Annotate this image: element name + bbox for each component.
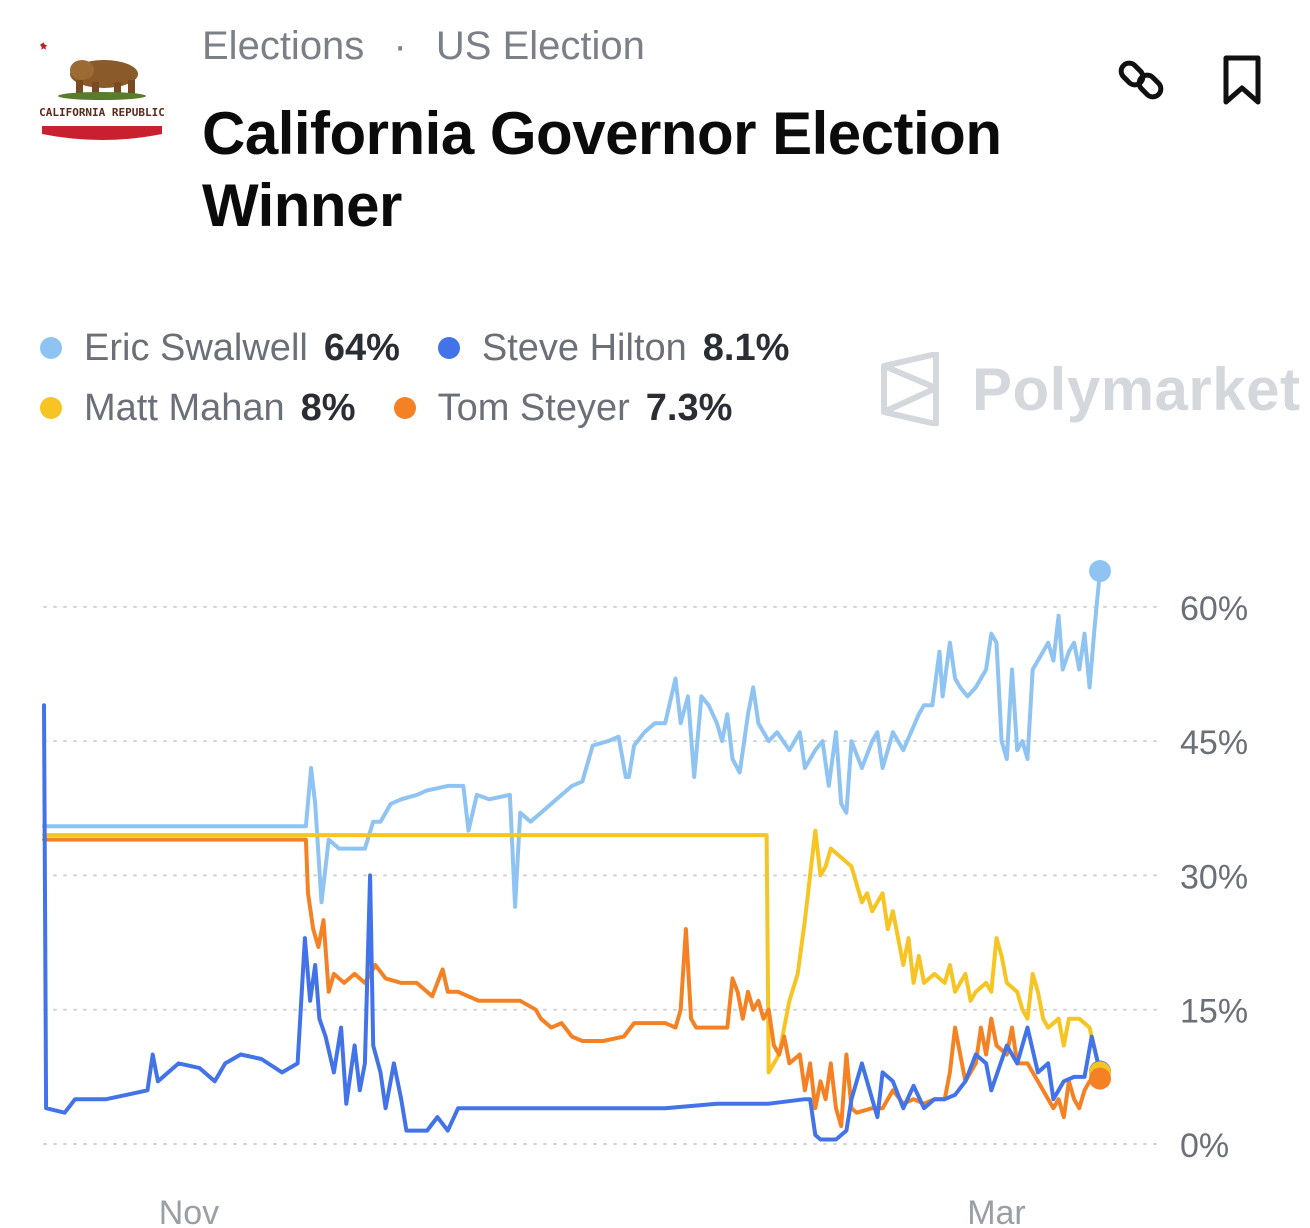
breadcrumb: Elections · US Election [202, 24, 645, 69]
series-line-eric-swalwell [42, 569, 1102, 909]
legend-name: Eric Swalwell [84, 326, 308, 369]
legend-dot [40, 337, 62, 359]
flag-text: CALIFORNIA REPUBLIC [40, 106, 164, 119]
y-tick-label: 30% [1180, 858, 1248, 896]
polymarket-logo-icon [881, 352, 939, 426]
chart-legend: Eric Swalwell 64% Steve Hilton 8.1% Matt… [40, 318, 827, 438]
breadcrumb-separator: · [393, 24, 407, 68]
price-history-chart: 0% 15% 30% 45% 60% Nov Mar [42, 560, 1248, 1228]
legend-name: Steve Hilton [481, 326, 687, 369]
breadcrumb-us-election[interactable]: US Election [435, 24, 645, 68]
legend-item-tom-steyer[interactable]: Tom Steyer 7.3% [393, 386, 733, 430]
bookmark-icon[interactable] [1214, 52, 1270, 108]
series-line-steve-hilton [42, 703, 1102, 1142]
y-tick-label: 60% [1180, 590, 1248, 628]
legend-value: 64% [323, 326, 400, 369]
polymarket-brand: Polymarket [880, 352, 1301, 426]
endpoint-marker-tom-steyer [1089, 1067, 1111, 1090]
endpoint-marker-eric-swalwell [1089, 560, 1111, 583]
legend-name: Matt Mahan [84, 386, 285, 429]
legend-value: 8.1% [702, 326, 790, 369]
legend-dot [40, 397, 62, 419]
legend-value: 8% [300, 386, 356, 429]
california-flag-icon: CALIFORNIA REPUBLIC [40, 42, 164, 140]
y-tick-label: 0% [1180, 1127, 1229, 1165]
legend-value: 7.3% [645, 386, 733, 429]
x-tick-label: Nov [159, 1194, 219, 1228]
y-tick-label: 45% [1180, 724, 1248, 762]
legend-dot [393, 397, 416, 419]
legend-dot [437, 337, 460, 359]
y-tick-label: 15% [1180, 993, 1248, 1031]
brand-name: Polymarket [972, 355, 1301, 423]
legend-item-eric-swalwell[interactable]: Eric Swalwell 64% [40, 327, 400, 370]
series-line-tom-steyer [42, 837, 1102, 1129]
breadcrumb-elections[interactable]: Elections [202, 24, 365, 68]
legend-item-steve-hilton[interactable]: Steve Hilton 8.1% [437, 326, 790, 370]
link-icon[interactable] [1114, 52, 1170, 108]
x-tick-label: Mar [967, 1194, 1026, 1228]
page-title: California Governor Election Winner [202, 100, 1002, 239]
legend-item-matt-mahan[interactable]: Matt Mahan 8% [40, 387, 356, 430]
series-line-matt-mahan [42, 828, 1102, 1075]
legend-name: Tom Steyer [437, 386, 630, 429]
